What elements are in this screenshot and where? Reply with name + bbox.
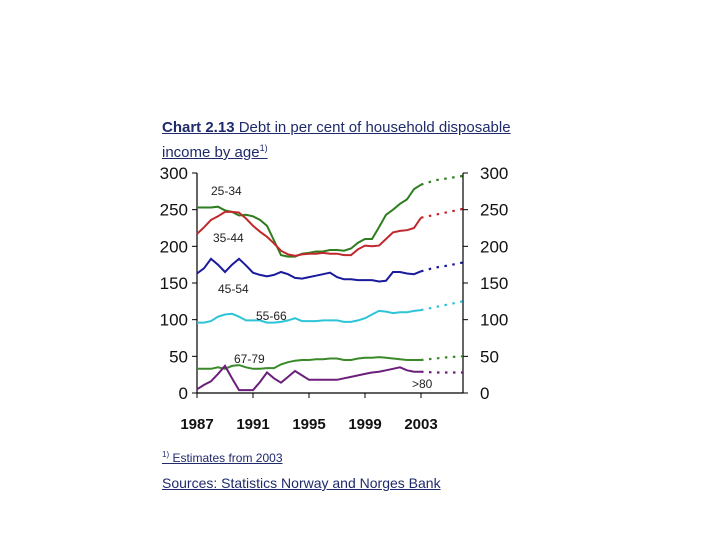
y-tick-label-right: 50 xyxy=(480,347,499,366)
y-tick-label-right: 300 xyxy=(480,164,508,183)
x-tick-label: 1999 xyxy=(348,416,381,433)
x-tick-label: 1991 xyxy=(236,416,269,433)
series-label-25-34: 25-34 xyxy=(211,184,242,198)
y-tick-label-left: 150 xyxy=(160,274,188,293)
series-label->80: >80 xyxy=(412,377,433,391)
series-label-45-54: 45-54 xyxy=(218,282,249,296)
chart-title-footnote-mark: 1) xyxy=(259,143,268,153)
footnote: 1) Estimates from 2003 xyxy=(162,450,283,465)
chart-title: Chart 2.13 Debt in per cent of household… xyxy=(162,118,522,163)
y-tick-label-left: 200 xyxy=(160,237,188,256)
y-tick-label-left: 100 xyxy=(160,311,188,330)
series-estimate-line-45-54 xyxy=(420,261,464,273)
series-line-55-66 xyxy=(197,309,422,324)
y-tick-label-right: 150 xyxy=(480,274,508,293)
series-estimate-line-55-66 xyxy=(420,300,464,312)
series-estimate-line-35-44 xyxy=(420,207,464,219)
series-line-45-54 xyxy=(196,257,422,283)
sources: Sources: Statistics Norway and Norges Ba… xyxy=(162,475,441,491)
series-estimate-line-25-34 xyxy=(420,174,464,186)
series-estimate-line->80 xyxy=(420,370,463,374)
series-label-67-79: 67-79 xyxy=(234,352,265,366)
y-tick-label-right: 250 xyxy=(480,201,508,220)
chart-title-text: Debt in per cent of household disposable… xyxy=(162,119,511,161)
series-line->80 xyxy=(196,364,421,392)
y-tick-label-left: 50 xyxy=(169,347,188,366)
x-tick-label: 1987 xyxy=(180,416,213,433)
footnote-mark: 1) xyxy=(162,450,170,459)
footnote-text: Estimates from 2003 xyxy=(169,451,283,465)
x-tick-label: 1995 xyxy=(292,416,325,433)
series-line-35-44 xyxy=(196,210,422,257)
x-tick-label: 2003 xyxy=(404,416,437,433)
series-estimate-line-67-79 xyxy=(420,355,464,362)
y-tick-label-right: 0 xyxy=(480,384,489,403)
y-tick-label-left: 0 xyxy=(179,384,188,403)
series-label-35-44: 35-44 xyxy=(213,231,244,245)
y-tick-label-right: 200 xyxy=(480,237,508,256)
chart-title-number: Chart 2.13 xyxy=(162,119,235,136)
series-line-67-79 xyxy=(197,356,421,370)
y-tick-label-left: 300 xyxy=(160,164,188,183)
y-tick-label-left: 250 xyxy=(160,201,188,220)
y-tick-label-right: 100 xyxy=(480,311,508,330)
series-label-55-66: 55-66 xyxy=(256,309,287,323)
